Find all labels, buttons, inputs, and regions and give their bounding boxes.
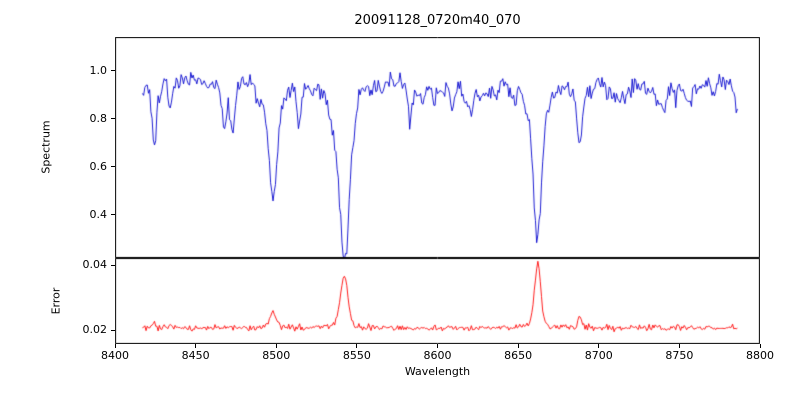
- chart-title: 20091128_0720m40_070: [354, 13, 521, 28]
- y-tick-label: 0.6: [89, 159, 108, 173]
- x-tick-mark: [517, 344, 519, 348]
- y-tick-label: 0.8: [89, 111, 108, 125]
- x-tick-mark: [275, 344, 277, 348]
- y-tick-mark: [111, 166, 115, 168]
- x-tick-label: 8450: [181, 349, 210, 362]
- x-tick-label: 8800: [746, 349, 774, 362]
- y-tick-mark: [111, 329, 115, 331]
- spectrum-line-plot: [115, 37, 760, 258]
- error-axis-label: Error: [49, 287, 63, 315]
- x-tick-label: 8650: [504, 349, 533, 362]
- x-tick-label: 8550: [342, 349, 371, 362]
- y-tick-mark: [111, 118, 115, 120]
- x-tick-label: 8750: [665, 349, 694, 362]
- spectrum-axis-label: Spectrum: [39, 120, 53, 174]
- y-tick-mark: [111, 264, 115, 266]
- x-axis-label: Wavelength: [404, 365, 471, 378]
- x-tick-mark: [437, 344, 438, 348]
- y-tick-mark: [111, 214, 115, 216]
- y-tick-mark: [111, 70, 115, 72]
- y-tick-label: 0.04: [82, 258, 108, 272]
- error-line-plot: [115, 258, 760, 344]
- x-tick-mark: [195, 344, 197, 348]
- x-tick-mark: [598, 344, 600, 348]
- x-tick-label: 8700: [584, 349, 613, 362]
- x-tick-label: 8500: [262, 349, 291, 362]
- x-tick-mark: [759, 344, 761, 348]
- y-tick-label: 0.4: [89, 207, 108, 221]
- x-tick-mark: [356, 344, 358, 348]
- y-tick-label: 1.0: [89, 63, 108, 77]
- y-tick-label: 0.02: [82, 323, 108, 337]
- x-tick-mark: [678, 344, 680, 348]
- x-tick-label: 8600: [423, 349, 452, 362]
- x-tick-mark: [114, 344, 116, 348]
- x-tick-label: 8400: [101, 349, 129, 362]
